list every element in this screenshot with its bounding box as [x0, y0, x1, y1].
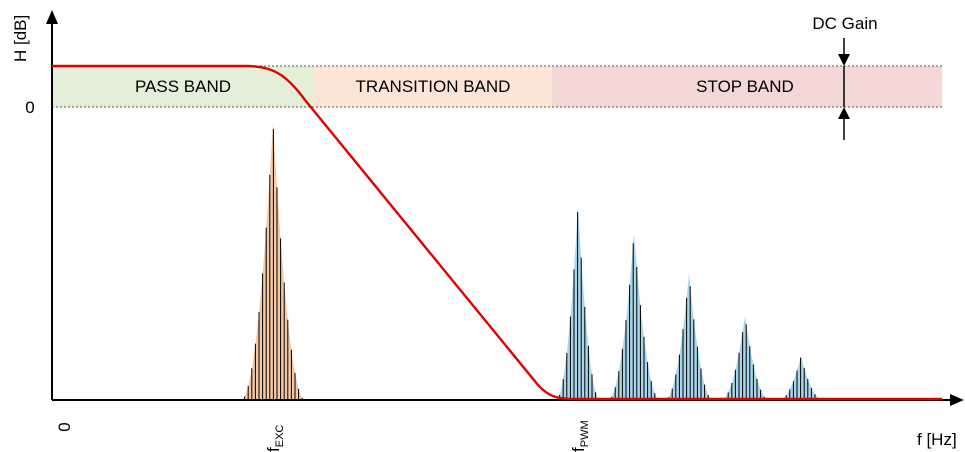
dc-gain-label: DC Gain: [812, 14, 877, 33]
zero-db-label: 0: [25, 98, 34, 117]
bands: PASS BAND TRANSITION BAND STOP BAND: [52, 65, 942, 108]
pwm-peak-2: [608, 233, 660, 400]
dc-gain-down-arrow-icon: [838, 54, 850, 66]
transition-band-region: [314, 66, 552, 107]
spectral-peaks: [241, 122, 823, 400]
x-axis-arrowhead: [950, 394, 964, 406]
filter-response-curve: [52, 64, 942, 401]
pwm-peak-5: [779, 356, 823, 400]
pwm-peak-3: [665, 274, 713, 400]
f-exc-marker-label: fEXC: [264, 425, 286, 452]
y-axis-arrowhead: [46, 10, 58, 24]
pwm-peak-2-envelope: [608, 233, 660, 400]
pwm-peak-4-envelope: [721, 316, 769, 400]
y-axis-label: H [dB]: [11, 15, 30, 62]
x-origin-label: 0: [55, 422, 74, 431]
x-axis-label: f [Hz]: [917, 430, 957, 449]
pass-band-region: [52, 66, 314, 107]
stop-band-label: STOP BAND: [696, 77, 794, 96]
stop-band-region: [552, 66, 942, 107]
pwm-peak-4: [721, 316, 769, 400]
dc-gain-annotation: DC Gain: [812, 14, 878, 140]
pwm-peak-1: [556, 205, 600, 400]
pwm-peak-3-envelope: [665, 274, 713, 400]
pass-band-label: PASS BAND: [135, 77, 231, 96]
exc-peak: [241, 122, 305, 400]
f-pwm-marker-label: fPWM: [569, 420, 591, 452]
transition-band-label: TRANSITION BAND: [356, 77, 511, 96]
